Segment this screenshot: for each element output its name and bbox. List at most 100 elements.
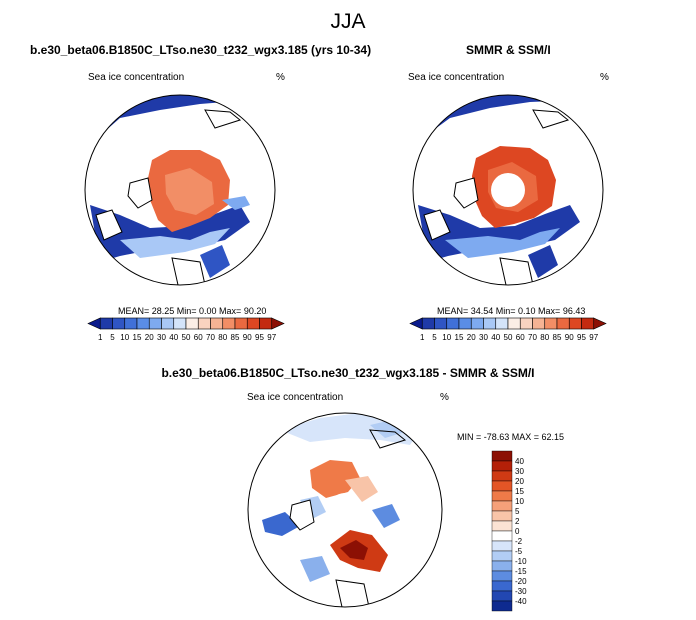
- diff-stats: MIN = -78.63 MAX = 62.15: [457, 432, 565, 442]
- obs-variable-label: Sea ice concentration: [408, 72, 505, 83]
- model-colorbar-swatch: [197, 317, 211, 330]
- diff-colorbar-tick-label: 2: [515, 517, 520, 526]
- model-colorbar-tick-label: 60: [194, 333, 203, 342]
- diff-colorbar-swatch: [491, 540, 513, 552]
- diff-colorbar-swatch: [491, 460, 513, 472]
- model-colorbar-tick-label: 80: [218, 333, 227, 342]
- model-colorbar-tick-label: 20: [145, 333, 154, 342]
- diff-colorbar-swatch: [491, 580, 513, 592]
- obs-colorbar-swatch: [593, 317, 607, 330]
- diff-colorbar-swatch: [491, 490, 513, 502]
- model-colorbar-swatch: [246, 317, 260, 330]
- diff-colorbar-swatch: [491, 560, 513, 572]
- diff-colorbar-tick-label: 10: [515, 497, 524, 506]
- diff-colorbar-tick-label: 5: [515, 507, 520, 516]
- obs-colorbar: 1 5 10 15 20 30 40 50 60 70 80 85 90 95 97: [409, 317, 607, 342]
- obs-colorbar-swatch: [483, 317, 497, 330]
- model-panel-header: b.e30_beta06.B1850C_LTso.ne30_t232_wgx3.…: [30, 43, 372, 57]
- obs-colorbar-tick-label: 90: [565, 333, 574, 342]
- obs-stats: MEAN= 34.54 Min= 0.10 Max= 96.43: [437, 306, 586, 316]
- model-stats: MEAN= 28.25 Min= 0.00 Max= 90.20: [118, 306, 267, 316]
- model-colorbar-tick-label: 5: [110, 333, 115, 342]
- model-colorbar-swatch: [259, 317, 273, 330]
- model-colorbar-swatch: [271, 317, 285, 330]
- obs-colorbar-tick-label: 5: [432, 333, 437, 342]
- obs-colorbar-tick-label: 70: [528, 333, 537, 342]
- obs-colorbar-swatch: [421, 317, 435, 330]
- diff-colorbar-swatch: [491, 590, 513, 602]
- model-colorbar-swatch: [87, 317, 101, 330]
- diff-colorbar-tick-label: 20: [515, 477, 524, 486]
- model-colorbar-swatch: [185, 317, 199, 330]
- obs-colorbar-swatch: [470, 317, 484, 330]
- obs-colorbar-tick-label: 15: [455, 333, 464, 342]
- model-colorbar-tick-label: 50: [182, 333, 191, 342]
- diff-colorbar-swatch: [491, 480, 513, 492]
- obs-ice-map: [412, 94, 604, 286]
- diff-colorbar-tick-label: -2: [515, 537, 523, 546]
- obs-colorbar-tick-label: 80: [540, 333, 549, 342]
- diff-colorbar-tick-label: 0: [515, 527, 520, 536]
- model-colorbar-swatch: [222, 317, 236, 330]
- model-colorbar: 1 5 10 15 20 30 40 50 60 70 80 85 90 95 97: [87, 317, 285, 342]
- obs-colorbar-swatch: [581, 317, 595, 330]
- obs-colorbar-swatch: [495, 317, 509, 330]
- model-colorbar-tick-label: 97: [267, 333, 276, 342]
- obs-colorbar-tick-label: 85: [553, 333, 562, 342]
- obs-units-label: %: [600, 72, 609, 83]
- diff-colorbar-swatch: [491, 600, 513, 612]
- obs-colorbar-swatch: [458, 317, 472, 330]
- diff-colorbar-tick-label: -10: [515, 557, 527, 566]
- obs-colorbar-swatch: [409, 317, 423, 330]
- obs-colorbar-tick-label: 10: [442, 333, 451, 342]
- model-units-label: %: [276, 72, 285, 83]
- obs-colorbar-tick-label: 20: [467, 333, 476, 342]
- diff-colorbar-swatch: [491, 520, 513, 532]
- obs-colorbar-tick-label: 95: [577, 333, 586, 342]
- model-colorbar-tick-label: 1: [98, 333, 103, 342]
- obs-panel-header: SMMR & SSM/I: [466, 43, 551, 57]
- model-colorbar-swatch: [112, 317, 126, 330]
- obs-colorbar-swatch: [519, 317, 533, 330]
- obs-colorbar-tick-label: 50: [504, 333, 513, 342]
- obs-colorbar-tick-label: 40: [491, 333, 500, 342]
- model-colorbar-tick-label: 40: [169, 333, 178, 342]
- model-colorbar-swatch: [161, 317, 175, 330]
- diff-panel-header: b.e30_beta06.B1850C_LTso.ne30_t232_wgx3.…: [161, 366, 535, 380]
- diff-colorbar-swatch: [491, 530, 513, 542]
- obs-colorbar-tick-label: 30: [479, 333, 488, 342]
- model-colorbar-tick-label: 10: [120, 333, 129, 342]
- model-variable-label: Sea ice concentration: [88, 72, 185, 83]
- model-colorbar-tick-label: 95: [255, 333, 264, 342]
- diff-colorbar-tick-label: 30: [515, 467, 524, 476]
- diff-colorbar-tick-label: -20: [515, 577, 527, 586]
- obs-colorbar-swatch: [544, 317, 558, 330]
- obs-colorbar-swatch: [446, 317, 460, 330]
- diff-units-label: %: [440, 392, 449, 403]
- model-colorbar-tick-label: 30: [157, 333, 166, 342]
- model-colorbar-swatch: [136, 317, 150, 330]
- diff-colorbar-tick-label: -15: [515, 567, 527, 576]
- figure-title: JJA: [330, 10, 366, 33]
- diff-colorbar-tick-label: 40: [515, 457, 524, 466]
- obs-colorbar-tick-label: 60: [516, 333, 525, 342]
- model-colorbar-swatch: [124, 317, 138, 330]
- diff-colorbar-swatch: [491, 500, 513, 512]
- diff-colorbar-tick-label: -30: [515, 587, 527, 596]
- model-colorbar-swatch: [148, 317, 162, 330]
- diff-colorbar-swatch: [491, 470, 513, 482]
- obs-colorbar-swatch: [556, 317, 570, 330]
- obs-colorbar-swatch: [568, 317, 582, 330]
- obs-colorbar-swatch: [532, 317, 546, 330]
- diff-colorbar-tick-label: -5: [515, 547, 523, 556]
- diff-colorbar-tick-label: 15: [515, 487, 524, 496]
- diff-ice-map: [247, 412, 443, 608]
- diff-variable-label: Sea ice concentration: [247, 392, 344, 403]
- diff-colorbar-tick-label: -40: [515, 597, 527, 606]
- diff-colorbar-swatch: [491, 450, 513, 462]
- obs-colorbar-swatch: [434, 317, 448, 330]
- model-colorbar-swatch: [234, 317, 248, 330]
- model-colorbar-tick-label: 85: [231, 333, 240, 342]
- model-colorbar-swatch: [210, 317, 224, 330]
